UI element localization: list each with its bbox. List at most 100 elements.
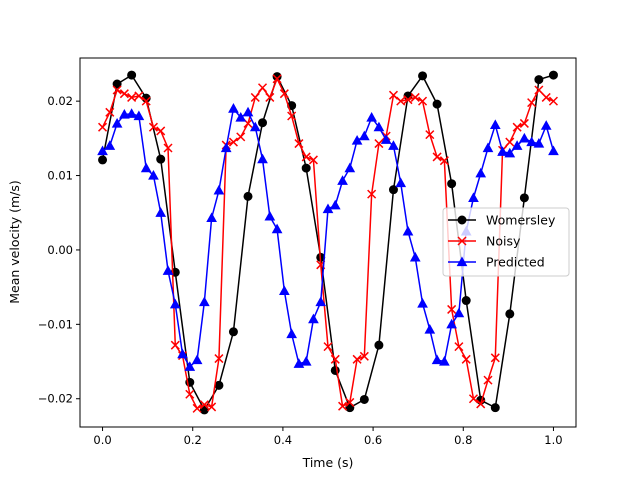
womersley-point <box>214 380 224 390</box>
womersley-point <box>432 99 442 109</box>
noisy-point <box>447 304 457 314</box>
womersley-point <box>548 70 558 80</box>
predicted-point <box>548 145 559 156</box>
womersley-point <box>461 296 471 306</box>
noisy-point <box>185 389 195 399</box>
predicted-point <box>395 177 407 188</box>
y-tick-label: 0.00 <box>47 243 73 257</box>
womersley-point <box>258 118 268 128</box>
noisy-point <box>257 83 268 93</box>
legend-label: Womersley <box>486 213 556 228</box>
womersley-point <box>534 75 544 85</box>
x-tick-label: 0.6 <box>364 433 382 447</box>
predicted-point <box>446 318 457 329</box>
noisy-point <box>228 137 238 147</box>
womersley-point <box>345 403 355 413</box>
predicted-point <box>337 175 348 185</box>
noisy-point <box>330 354 340 364</box>
predicted-point <box>97 145 108 156</box>
predicted-point <box>329 199 341 210</box>
predicted-point <box>162 265 174 275</box>
noisy-point <box>367 189 377 199</box>
noisy-point <box>541 92 551 102</box>
noisy-point <box>519 118 529 128</box>
predicted-point <box>206 212 217 223</box>
noisy-point <box>105 107 115 117</box>
noisy-point <box>98 122 108 132</box>
y-tick-label: 0.02 <box>47 94 73 108</box>
predicted-point <box>104 140 116 150</box>
predicted-point <box>300 356 312 366</box>
predicted-point <box>373 121 385 132</box>
predicted-point <box>504 147 516 158</box>
legend: Womersley Noisy Predicted <box>442 207 570 277</box>
noisy-point <box>534 85 544 95</box>
womersley-line <box>101 74 554 412</box>
noisy-point <box>388 90 399 100</box>
legend-label: Predicted <box>486 255 545 270</box>
predicted-point <box>264 210 276 221</box>
x-axis-label: Time (s) <box>302 455 354 470</box>
noisy-series <box>98 74 558 413</box>
predicted-point <box>497 146 508 156</box>
predicted-series <box>97 103 559 371</box>
womersley-point <box>112 79 122 89</box>
womersley-point <box>374 340 384 350</box>
legend-swatch-marker <box>457 215 467 225</box>
womersley-point <box>228 327 238 337</box>
predicted-point <box>228 103 239 113</box>
predicted-point <box>388 140 399 150</box>
noisy-point <box>432 152 442 162</box>
predicted-point <box>279 285 290 295</box>
predicted-point <box>191 354 203 365</box>
legend-label: Noisy <box>486 234 521 249</box>
predicted-point <box>133 110 145 121</box>
legend-swatch-marker <box>457 236 467 246</box>
legend-swatch-marker <box>456 256 468 267</box>
predicted-point <box>380 134 392 144</box>
noisy-point <box>112 85 122 95</box>
noisy-point <box>265 92 275 102</box>
noisy-point <box>418 96 428 106</box>
predicted-point <box>453 307 465 318</box>
womersley-point <box>388 185 398 195</box>
x-tick-label: 0.8 <box>454 433 472 447</box>
predicted-point <box>286 328 298 339</box>
noisy-point <box>308 155 318 165</box>
noisy-point <box>170 340 180 350</box>
noisy-point <box>301 152 311 162</box>
predicted-point <box>431 354 443 365</box>
y-tick-label: −0.02 <box>38 392 73 406</box>
predicted-point <box>199 296 210 307</box>
womersley-point <box>243 191 253 201</box>
predicted-point <box>409 251 421 262</box>
predicted-point <box>119 109 130 119</box>
noisy-point <box>199 400 209 410</box>
womersley-point <box>156 154 166 164</box>
noisy-point <box>403 95 413 105</box>
x-tick-label: 0.4 <box>274 433 292 447</box>
womersley-point <box>418 71 428 81</box>
predicted-point <box>468 192 479 202</box>
predicted-point <box>169 298 181 309</box>
predicted-point <box>155 207 167 217</box>
womersley-point <box>98 155 108 165</box>
predicted-point <box>177 348 188 359</box>
noisy-point <box>483 375 493 385</box>
noisy-point <box>287 111 297 121</box>
noisy-point <box>236 132 246 142</box>
womersley-point <box>505 309 515 319</box>
x-tick-label: 1.0 <box>544 433 562 447</box>
predicted-point <box>184 361 196 371</box>
predicted-point <box>533 138 545 148</box>
predicted-point <box>126 108 137 118</box>
legend-box <box>442 207 570 277</box>
predicted-point <box>511 140 523 150</box>
predicted-point <box>213 184 225 195</box>
noisy-point <box>410 92 420 102</box>
predicted-point <box>235 111 247 122</box>
noisy-point <box>461 354 471 364</box>
noisy-point <box>192 403 202 413</box>
predicted-point <box>519 132 530 143</box>
